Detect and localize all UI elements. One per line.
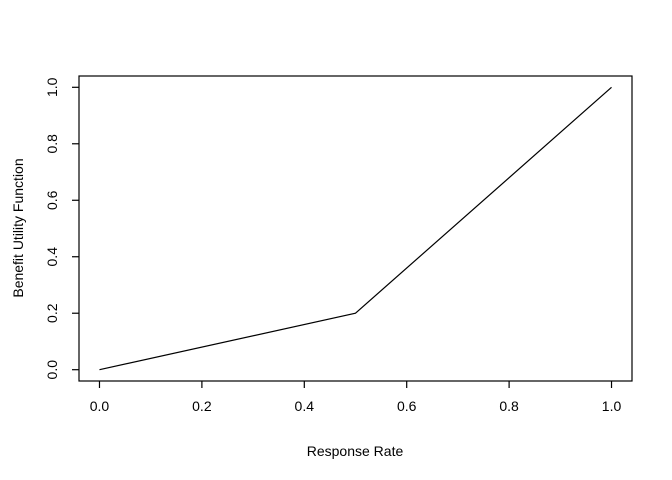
x-tick-label: 0.0 [90,398,110,414]
x-axis-title: Response Rate [306,443,404,459]
plot-border [78,75,633,382]
y-axis-title: Benefit Utility Function [10,158,26,298]
x-tick-label: 0.8 [499,398,519,414]
y-tick-label: 0.8 [44,134,60,154]
y-tick-label: 0.2 [44,303,60,323]
data-line [99,86,612,371]
y-tick-label: 1.0 [44,77,60,97]
x-tick-label: 0.2 [192,398,212,414]
y-tick-label: 0.0 [44,360,60,380]
y-tick-label: 0.6 [44,190,60,210]
x-tick-label: 0.4 [295,398,315,414]
y-tick-label: 0.4 [44,247,60,267]
x-tick-label: 1.0 [602,398,622,414]
x-tick-label: 0.6 [397,398,417,414]
